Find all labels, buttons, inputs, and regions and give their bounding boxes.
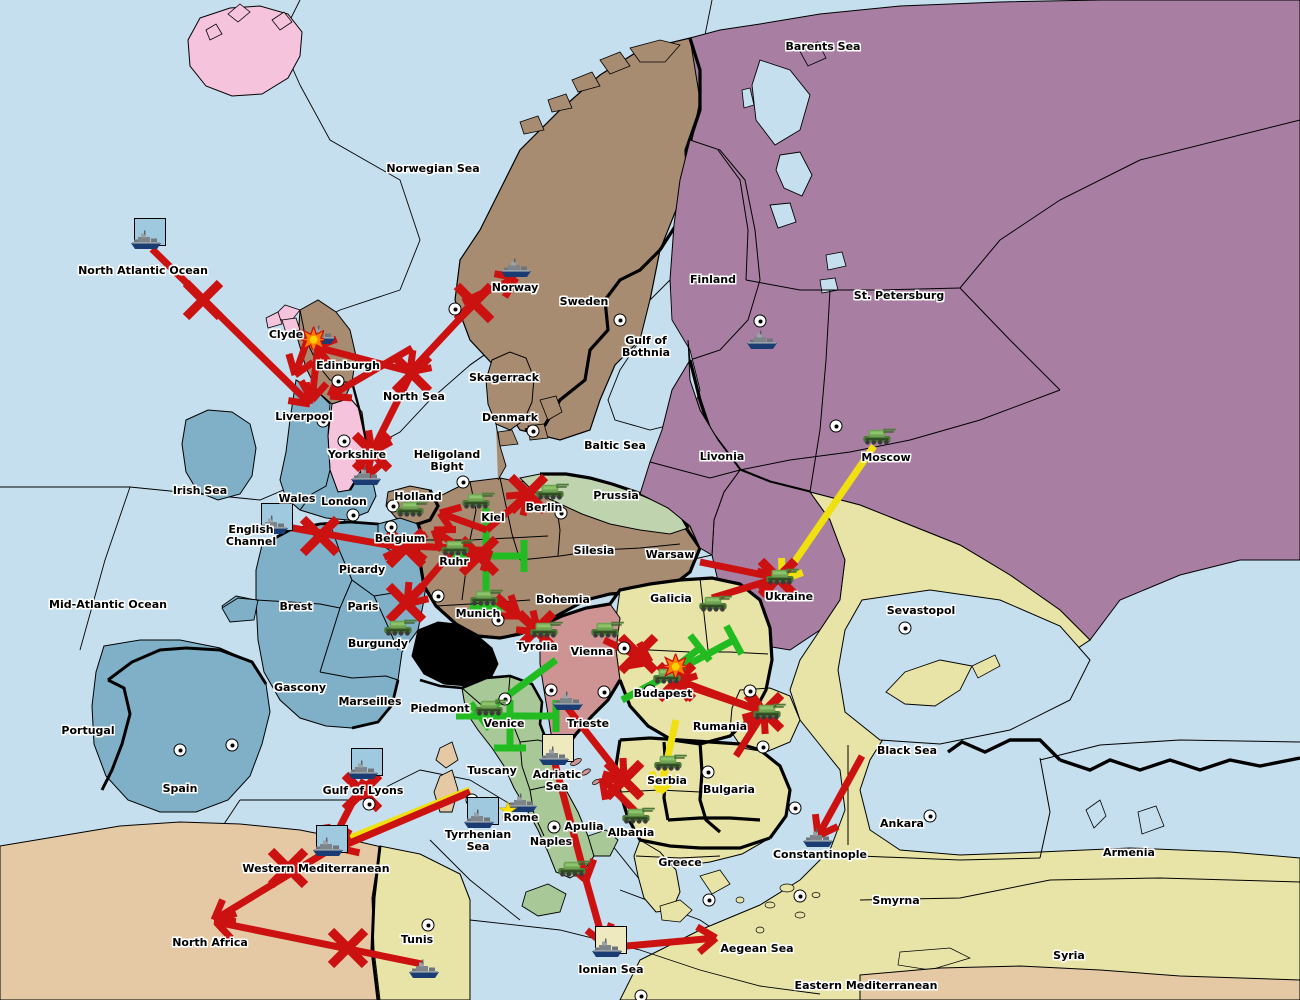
fleet-trieste[interactable] <box>551 691 585 715</box>
army-naples[interactable] <box>555 857 591 882</box>
russia-landmass <box>607 0 1300 641</box>
bounce-marker-11 <box>385 582 427 624</box>
supply-center-27[interactable] <box>701 765 715 779</box>
bounce-marker-10 <box>385 527 427 569</box>
army-serbia[interactable] <box>651 751 687 776</box>
iberia-landmass <box>91 639 271 813</box>
attack-order-32 <box>213 909 423 968</box>
supply-center-4[interactable] <box>448 302 462 316</box>
support-order-3 <box>494 700 526 752</box>
fleet-north-atlantic[interactable] <box>129 230 163 254</box>
army-kiel[interactable] <box>459 489 495 514</box>
supply-center-31[interactable] <box>793 889 807 903</box>
supply-center-10[interactable] <box>384 520 398 534</box>
supply-center-26[interactable] <box>743 684 757 698</box>
supply-center-18[interactable] <box>225 738 239 752</box>
army-tyrolia[interactable] <box>527 618 563 643</box>
army-albania[interactable] <box>619 804 655 829</box>
bounce-marker-0 <box>182 279 224 321</box>
supply-center-24[interactable] <box>547 820 561 834</box>
supply-center-13[interactable] <box>898 621 912 635</box>
fleet-tyrrhenian[interactable] <box>462 809 496 833</box>
supply-center-7[interactable] <box>526 424 540 438</box>
fleet-western-med[interactable] <box>311 837 345 861</box>
fleet-english-channel[interactable] <box>256 515 290 539</box>
bounce-marker-15 <box>458 535 500 577</box>
supply-center-34[interactable] <box>634 989 648 1000</box>
supply-center-15[interactable] <box>491 613 505 627</box>
army-ukraine[interactable] <box>763 565 799 590</box>
army-venice[interactable] <box>472 696 508 721</box>
bounce-marker-5 <box>391 353 433 395</box>
army-burgundy[interactable] <box>381 616 417 641</box>
orders-layer <box>149 246 877 969</box>
fleet-norway[interactable] <box>499 258 533 282</box>
army-moscow[interactable] <box>860 425 896 450</box>
fleet-tunis[interactable] <box>407 959 441 983</box>
army-ruhr[interactable] <box>438 536 474 561</box>
switzerland-impassable <box>411 621 499 687</box>
supply-center-9[interactable] <box>386 499 400 513</box>
supply-center-14[interactable] <box>431 589 445 603</box>
italy-landmass <box>419 674 619 917</box>
supply-center-0[interactable] <box>331 374 345 388</box>
supply-center-29[interactable] <box>788 801 802 815</box>
supply-center-28[interactable] <box>756 740 770 754</box>
army-vienna[interactable] <box>588 618 624 643</box>
fleet-london[interactable] <box>349 466 383 490</box>
supply-center-12[interactable] <box>829 419 843 433</box>
army-galicia[interactable] <box>696 592 732 617</box>
supply-center-16[interactable] <box>617 641 631 655</box>
dislodged-marker-1 <box>660 651 686 681</box>
fleet-gulf-of-lyons[interactable] <box>346 760 380 784</box>
bounce-marker-4 <box>453 282 495 324</box>
fleet-adriatic[interactable] <box>537 746 571 770</box>
bounce-marker-12 <box>507 473 549 515</box>
supply-center-6[interactable] <box>753 314 767 328</box>
poland-landmass <box>639 339 741 556</box>
army-munich[interactable] <box>467 586 503 611</box>
bounce-marker-32 <box>327 927 369 969</box>
bounce-marker-9 <box>299 515 341 557</box>
supply-center-32[interactable] <box>421 918 435 932</box>
supply-center-22[interactable] <box>544 683 558 697</box>
supply-center-8[interactable] <box>456 475 470 489</box>
bounce-marker-25 <box>603 759 645 801</box>
bounce-marker-6 <box>351 431 393 473</box>
supply-center-25[interactable] <box>643 684 657 698</box>
fleet-ionian[interactable] <box>590 938 624 962</box>
supply-center-17[interactable] <box>597 685 611 699</box>
supply-center-11[interactable] <box>554 506 568 520</box>
supply-center-20[interactable] <box>362 797 376 811</box>
dislodged-marker-0 <box>298 324 324 354</box>
bounce-marker-31 <box>267 847 309 889</box>
army-berlin[interactable] <box>533 480 569 505</box>
fleet-st-petersburg[interactable] <box>745 330 779 354</box>
supply-center-5[interactable] <box>613 313 627 327</box>
supply-center-19[interactable] <box>173 743 187 757</box>
capital-star-0 <box>499 801 517 823</box>
supply-center-1[interactable] <box>337 434 351 448</box>
supply-center-33[interactable] <box>702 893 716 907</box>
army-holland[interactable] <box>393 497 429 522</box>
supply-center-2[interactable] <box>316 414 330 428</box>
supply-center-30[interactable] <box>923 809 937 823</box>
fleet-constantinople[interactable] <box>801 828 835 852</box>
army-rumania[interactable] <box>750 700 786 725</box>
supply-center-3[interactable] <box>346 508 360 522</box>
france-landmass <box>221 520 429 730</box>
